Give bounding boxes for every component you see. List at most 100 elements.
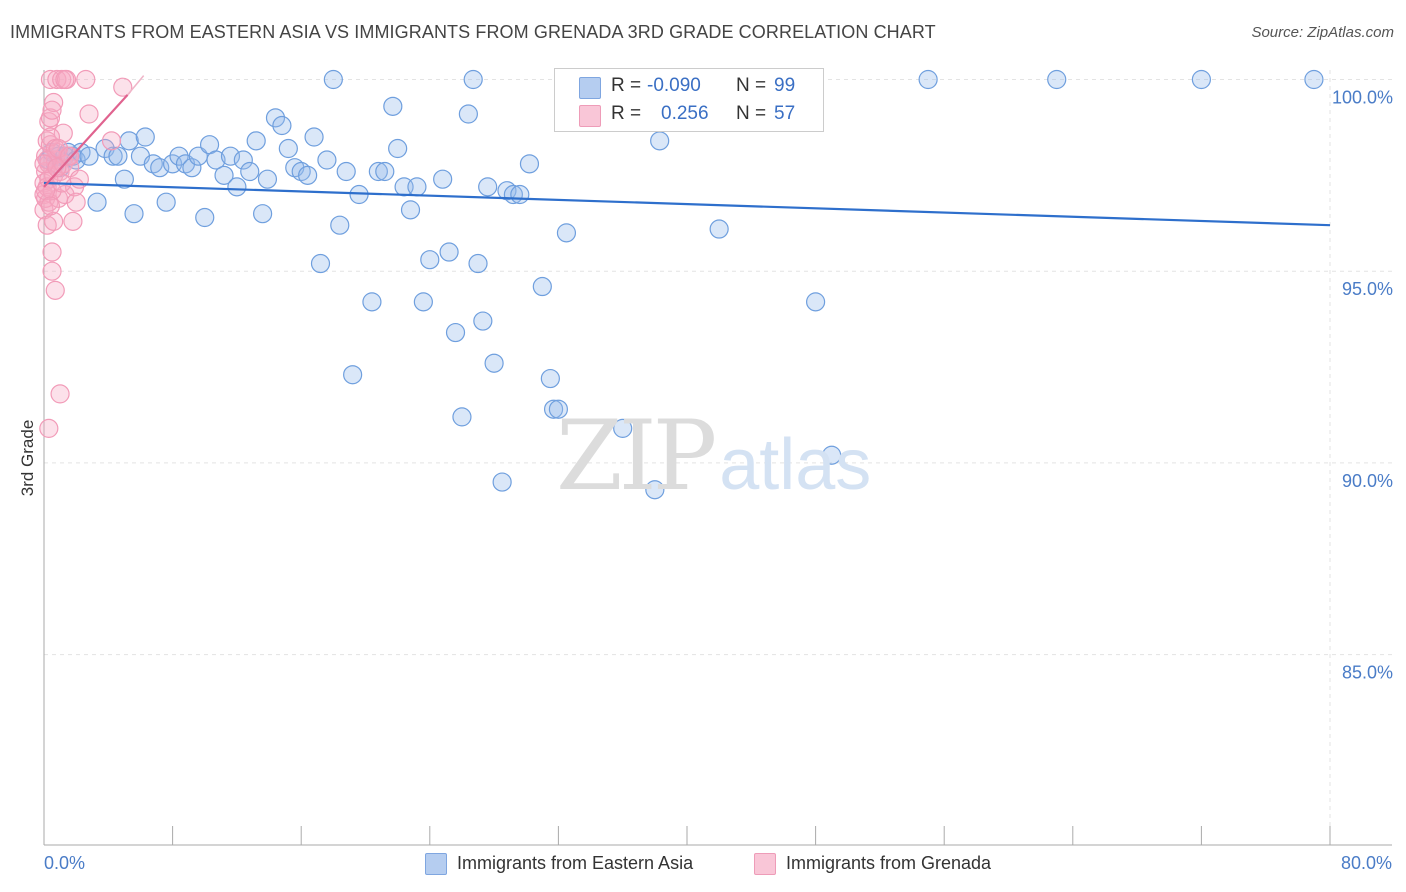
- legend-label: Immigrants from Grenada: [786, 853, 992, 873]
- eastern-asia-point-46: [310, 253, 331, 274]
- eastern-asia-point-55: [375, 161, 395, 182]
- grenada-point-39: [101, 131, 122, 151]
- eastern-asia-point-91: [918, 69, 938, 90]
- eastern-asia-point-79: [540, 368, 560, 389]
- grenada-point-48: [44, 211, 64, 231]
- eastern-asia-point-86: [650, 131, 670, 151]
- eastern-asia-point-21: [150, 158, 170, 178]
- eastern-asia-point-90: [822, 445, 842, 465]
- eastern-asia-point-51: [343, 365, 363, 385]
- y-axis-tick-labels: 100.0% 95.0% 90.0% 85.0%: [1332, 88, 1393, 683]
- legend-n-value: 99: [774, 75, 796, 96]
- eastern-asia-point-48: [323, 69, 343, 90]
- eastern-asia-point-30: [206, 150, 226, 170]
- eastern-asia-point-59: [400, 200, 421, 220]
- legend-r-label: R =: [611, 75, 642, 96]
- eastern-asia-point-17: [124, 204, 144, 224]
- y-tick-label-2: 90.0%: [1342, 471, 1393, 491]
- grenada-point-15: [42, 242, 62, 262]
- eastern-asia-point-62: [420, 250, 440, 270]
- grenada-point-27: [53, 123, 73, 143]
- eastern-asia-point-53: [362, 292, 382, 312]
- eastern-asia-point-77: [519, 154, 540, 174]
- legend-swatch-pink: [579, 105, 601, 127]
- grenada-point-55: [60, 146, 80, 166]
- y-axis-label: 3rd Grade: [18, 420, 37, 497]
- eastern-asia-point-61: [413, 292, 433, 312]
- chart-title: IMMIGRANTS FROM EASTERN ASIA VS IMMIGRAN…: [10, 22, 936, 42]
- series-eastern-asia: [39, 69, 1324, 500]
- legend-n-label: N =: [736, 103, 767, 124]
- eastern-asia-point-69: [468, 253, 488, 274]
- grenada-point-54: [47, 158, 67, 178]
- eastern-asia-point-85: [645, 480, 665, 500]
- grenada-point-41: [40, 127, 61, 147]
- eastern-asia-point-65: [445, 322, 466, 343]
- grenada-point-21: [47, 69, 67, 90]
- x-tick-label-max: 80.0%: [1341, 853, 1392, 873]
- legend-n-value: 57: [774, 103, 796, 124]
- grenada-point-51: [42, 100, 62, 120]
- trend-line-grenada-extension: [127, 75, 145, 96]
- eastern-asia-point-81: [548, 399, 569, 419]
- legend-item-eastern-asia: Immigrants from Eastern Asia: [425, 852, 745, 876]
- eastern-asia-point-93: [1191, 69, 1212, 90]
- chart-source: Source: ZipAtlas.com: [1251, 24, 1394, 41]
- eastern-asia-point-28: [195, 207, 215, 228]
- legend-r-value: 0.256: [661, 103, 709, 124]
- grenada-point-17: [44, 92, 64, 113]
- eastern-asia-point-64: [439, 242, 459, 262]
- eastern-asia-point-92: [1047, 69, 1067, 90]
- eastern-asia-point-50: [336, 161, 356, 182]
- grenada-point-45: [36, 181, 56, 201]
- eastern-asia-point-26: [182, 158, 202, 178]
- grenada-point-20: [45, 280, 65, 300]
- trend-lines: [43, 75, 1331, 227]
- grenada-point-38: [79, 104, 99, 124]
- grenada-point-33: [63, 211, 83, 231]
- y-tick-label-3: 85.0%: [1342, 663, 1393, 683]
- eastern-asia-point-63: [433, 169, 453, 189]
- grenada-point-13: [40, 108, 61, 128]
- eastern-asia-point-66: [452, 407, 472, 427]
- legend-swatch-blue: [425, 853, 447, 875]
- eastern-asia-point-56: [383, 96, 403, 116]
- grenada-point-16: [42, 261, 62, 281]
- eastern-asia-point-78: [532, 276, 552, 297]
- eastern-asia-point-47: [317, 150, 337, 170]
- eastern-asia-point-49: [330, 215, 350, 235]
- eastern-asia-point-72: [484, 353, 504, 373]
- eastern-asia-point-15: [114, 169, 134, 189]
- eastern-asia-point-87: [709, 219, 729, 239]
- grenada-point-25: [50, 384, 70, 404]
- grenada-point-52: [55, 69, 75, 90]
- eastern-asia-point-89: [805, 292, 826, 312]
- eastern-asia-point-82: [556, 223, 577, 243]
- stats-legend: R = -0.090 N = 99 R = 0.256 N = 57: [554, 68, 824, 132]
- legend-swatch-blue: [579, 77, 601, 99]
- eastern-asia-point-76: [510, 184, 530, 205]
- eastern-asia-point-31: [214, 165, 234, 185]
- eastern-asia-point-34: [233, 150, 253, 170]
- eastern-asia-point-39: [265, 108, 286, 128]
- eastern-asia-point-45: [304, 127, 324, 147]
- eastern-asia-point-67: [458, 104, 478, 124]
- eastern-asia-point-70: [473, 311, 493, 331]
- eastern-asia-point-16: [119, 131, 139, 151]
- grenada-point-56: [40, 196, 61, 216]
- eastern-asia-point-71: [478, 177, 498, 197]
- eastern-asia-point-35: [240, 161, 260, 182]
- eastern-asia-point-40: [272, 115, 292, 136]
- eastern-asia-point-83: [613, 418, 633, 438]
- y-tick-label-0: 100.0%: [1332, 88, 1393, 108]
- eastern-asia-point-36: [246, 131, 266, 151]
- grenada-point-53: [34, 154, 54, 174]
- grenada-point-29: [55, 184, 75, 205]
- legend-r-value: -0.090: [647, 75, 701, 96]
- eastern-asia-point-44: [298, 165, 318, 185]
- grenada-point-35: [66, 192, 86, 212]
- eastern-asia-point-80: [543, 399, 564, 419]
- eastern-asia-point-22: [156, 192, 176, 212]
- eastern-asia-point-32: [220, 146, 241, 166]
- eastern-asia-point-38: [257, 169, 278, 189]
